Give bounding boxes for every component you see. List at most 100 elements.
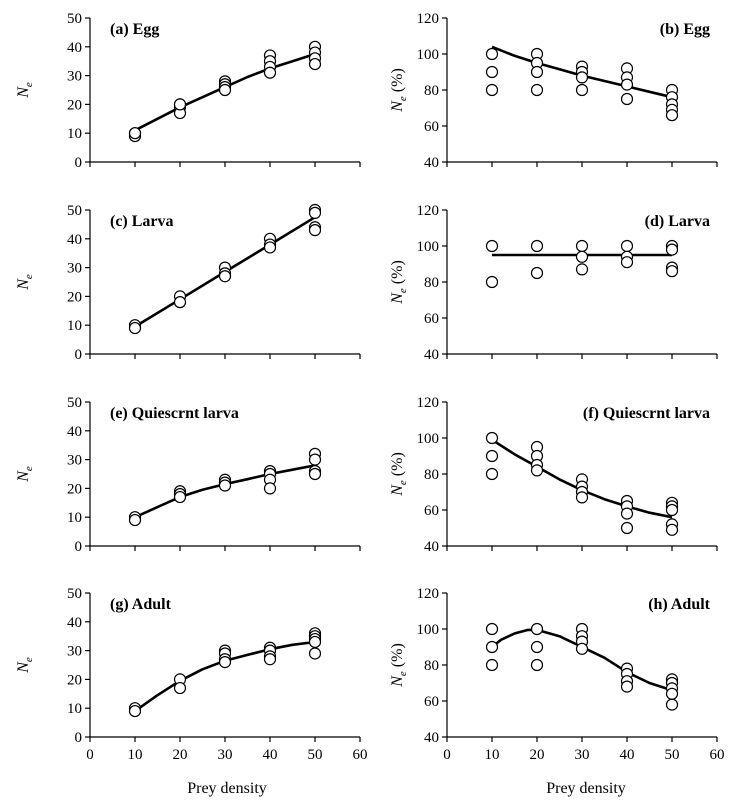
y-tick-label: 120 — [417, 586, 440, 602]
y-axis-label: Ne — [15, 82, 35, 99]
y-tick-label: 100 — [417, 622, 440, 638]
data-point — [620, 680, 634, 693]
panel-7: 0 10 20 30 40 50 0 10 20 30 40 50 60 (g) Adult Ne — [15, 586, 368, 763]
data-point — [263, 653, 277, 666]
panel-title: (b) Egg — [660, 21, 710, 38]
x-tick-label: 10 — [128, 747, 143, 763]
y-tick-label: 60 — [424, 119, 439, 135]
y-axis-label: Ne — [15, 466, 35, 483]
y-tick-label: 30 — [67, 453, 82, 469]
data-point — [128, 321, 142, 335]
y-tick-label: 50 — [67, 11, 82, 27]
x-tick-label: 0 — [443, 747, 451, 763]
data-point — [218, 479, 232, 492]
data-point — [308, 467, 322, 481]
y-axis-label: Ne (%) — [389, 452, 409, 497]
y-tick-label: 40 — [67, 232, 82, 248]
data-point — [308, 635, 322, 649]
data-point — [620, 256, 634, 269]
y-axis-label: Ne — [15, 657, 35, 674]
y-tick-label: 60 — [424, 311, 439, 327]
y-tick-label: 20 — [67, 481, 82, 497]
data-point — [620, 78, 634, 91]
data-point — [665, 687, 679, 700]
y-tick-label: 60 — [424, 694, 439, 710]
panel-6: 40 60 80 100 120 (f) Quiescrnt larva Ne (%) — [389, 395, 718, 555]
y-tick-label: 50 — [67, 586, 82, 602]
y-tick-label: 60 — [424, 503, 439, 519]
y-tick-label: 10 — [67, 126, 82, 142]
data-point — [128, 127, 142, 140]
data-point — [485, 467, 499, 481]
data-point — [665, 109, 679, 122]
data-point — [308, 453, 322, 466]
x-tick-label: 50 — [308, 747, 323, 763]
y-axis-label: Ne — [15, 274, 35, 291]
data-point — [263, 66, 277, 79]
y-tick-label: 10 — [67, 318, 82, 334]
y-tick-label: 100 — [417, 47, 440, 63]
data-point — [485, 658, 499, 672]
x-tick-label: 30 — [575, 747, 590, 763]
data-point — [530, 464, 544, 477]
y-tick-label: 10 — [67, 701, 82, 717]
data-point — [173, 98, 187, 111]
y-tick-label: 50 — [67, 203, 82, 219]
data-point — [173, 296, 187, 309]
data-point — [308, 57, 322, 71]
panel-title: (g) Adult — [110, 596, 172, 613]
y-axis-label: Ne (%) — [389, 68, 409, 113]
panel-5: 0 10 20 30 40 50 (e) Quiescrnt larva Ne — [15, 395, 361, 555]
data-point — [665, 523, 679, 536]
data-point — [575, 83, 589, 97]
data-point — [575, 263, 589, 276]
data-point — [530, 266, 544, 280]
y-tick-label: 80 — [424, 467, 439, 483]
data-point — [218, 83, 232, 97]
data-point — [665, 503, 679, 517]
y-axis-label: Ne (%) — [389, 643, 409, 688]
y-tick-label: 80 — [424, 658, 439, 674]
data-point — [620, 507, 634, 520]
data-point — [665, 698, 679, 711]
panel-3: 0 10 20 30 40 50 (c) Larva Ne — [15, 203, 361, 363]
data-point — [530, 658, 544, 672]
data-point — [263, 482, 277, 495]
data-point — [263, 241, 277, 254]
data-point — [530, 640, 544, 654]
x-tick-label: 60 — [353, 747, 368, 763]
data-point — [620, 239, 634, 253]
data-point — [530, 622, 544, 636]
data-point — [485, 239, 499, 253]
panel-title: (a) Egg — [110, 21, 159, 38]
data-point — [620, 521, 634, 535]
data-point — [485, 275, 499, 289]
y-tick-label: 40 — [67, 40, 82, 56]
data-point — [485, 640, 499, 654]
data-point — [128, 704, 142, 718]
data-point — [173, 490, 187, 504]
data-point — [575, 71, 589, 84]
panel-2: 40 60 80 100 120 (b) Egg Ne (%) — [389, 11, 718, 171]
y-tick-label: 50 — [67, 395, 82, 411]
data-point — [575, 642, 589, 655]
x-tick-label: 50 — [665, 747, 680, 763]
y-tick-label: 120 — [417, 395, 440, 411]
y-tick-label: 0 — [75, 730, 83, 746]
data-point — [665, 243, 679, 256]
y-axis-label: Ne (%) — [389, 260, 409, 305]
panel-title: (c) Larva — [110, 213, 174, 230]
y-tick-label: 0 — [75, 347, 83, 363]
y-tick-label: 20 — [67, 97, 82, 113]
data-point — [530, 83, 544, 97]
data-point — [485, 47, 499, 61]
data-point — [218, 656, 232, 669]
y-tick-label: 10 — [67, 510, 82, 526]
y-tick-label: 30 — [67, 261, 82, 277]
y-tick-label: 120 — [417, 203, 440, 219]
y-tick-label: 100 — [417, 239, 440, 255]
y-tick-label: 30 — [67, 644, 82, 660]
data-point — [485, 449, 499, 463]
y-tick-label: 40 — [424, 347, 439, 363]
